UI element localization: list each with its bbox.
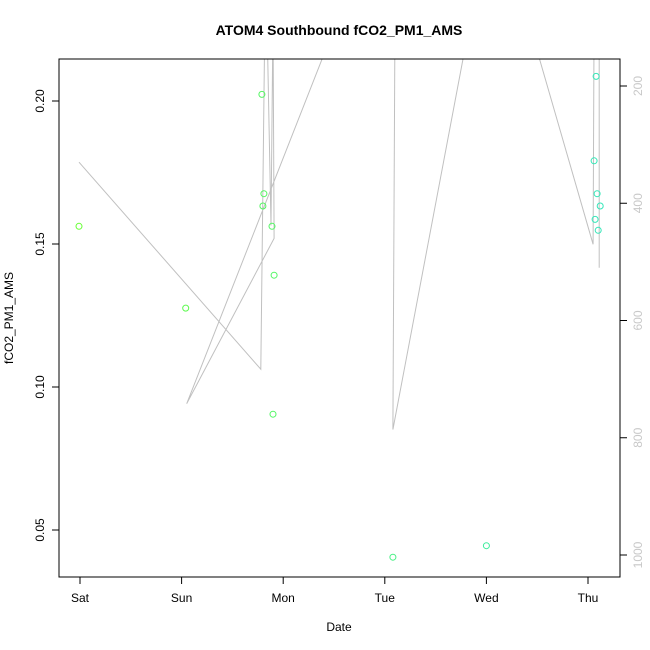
- y-axis-left: 0.05 0.10 0.15 0.20: [33, 89, 59, 542]
- data-point: [259, 202, 267, 210]
- x-tick-label: Wed: [474, 591, 498, 605]
- x-tick-label: Sat: [71, 591, 90, 605]
- data-point: [594, 226, 602, 234]
- data-point: [269, 410, 277, 418]
- y-tick-label: 0.20: [33, 89, 47, 113]
- y-axis-label: fCO2_PM1_AMS: [2, 272, 16, 364]
- series-line: [78, 59, 600, 430]
- data-point: [75, 222, 83, 230]
- chart-title: ATOM4 Southbound fCO2_PM1_AMS: [216, 22, 463, 38]
- data-point: [592, 72, 600, 80]
- y2-tick-label: 1000: [631, 541, 645, 568]
- y2-tick-label: 200: [631, 76, 645, 96]
- x-tick-label: Thu: [578, 591, 599, 605]
- data-point: [182, 304, 190, 312]
- y-axis-right: 200 400 600 800 1000: [620, 76, 645, 568]
- y-tick-label: 0.05: [33, 518, 47, 542]
- data-point: [590, 157, 598, 165]
- x-tick-label: Tue: [375, 591, 396, 605]
- data-point: [593, 190, 601, 198]
- data-point: [482, 542, 490, 550]
- point-series: [75, 72, 604, 561]
- data-point: [596, 202, 604, 210]
- y-tick-label: 0.10: [33, 375, 47, 399]
- data-point: [389, 553, 397, 561]
- data-point: [258, 90, 266, 98]
- y2-tick-label: 800: [631, 427, 645, 447]
- y-tick-label: 0.15: [33, 232, 47, 256]
- x-tick-label: Mon: [272, 591, 295, 605]
- line-series: [78, 59, 600, 430]
- x-tick-label: Sun: [171, 591, 192, 605]
- data-point: [270, 271, 278, 279]
- plot-frame: [58, 58, 621, 578]
- data-point: [591, 215, 599, 223]
- data-point: [260, 190, 268, 198]
- x-axis-label: Date: [326, 620, 352, 634]
- x-axis: Sat Sun Mon Tue Wed Thu: [71, 577, 598, 605]
- y2-tick-label: 400: [631, 193, 645, 213]
- y2-tick-label: 600: [631, 310, 645, 330]
- data-point: [268, 222, 276, 230]
